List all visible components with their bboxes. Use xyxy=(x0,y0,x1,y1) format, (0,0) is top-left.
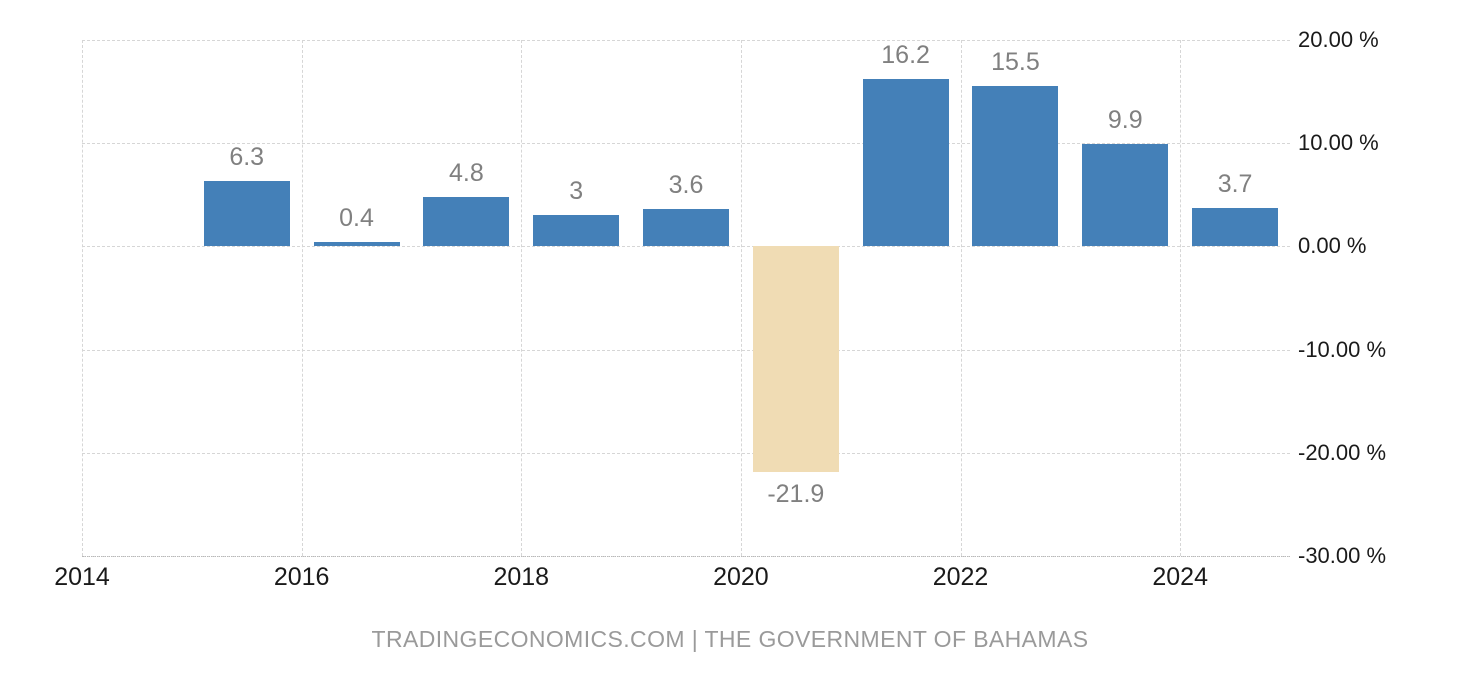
bar-value-label-2015: 6.3 xyxy=(229,143,265,172)
gridline-horizontal xyxy=(82,452,1290,454)
x-axis-tick-label: 2024 xyxy=(1152,563,1208,591)
x-axis-tick-label: 2020 xyxy=(713,563,769,591)
bar-value-label-2022: 15.5 xyxy=(991,48,1040,77)
x-axis-line xyxy=(82,556,1290,557)
gridline-horizontal xyxy=(82,40,1290,41)
gridline-horizontal xyxy=(82,246,1290,248)
y-axis-tick-label: 20.00 % xyxy=(1298,27,1379,52)
bar-2023[interactable] xyxy=(1082,144,1169,247)
bar-2016[interactable] xyxy=(313,242,400,247)
bar-value-label-2017: 4.8 xyxy=(448,158,484,187)
gridline-vertical xyxy=(301,40,303,556)
gridline-vertical xyxy=(740,40,742,556)
bar-value-label-2024: 3.7 xyxy=(1217,170,1253,199)
gridline-horizontal xyxy=(82,143,1290,145)
bar-2021[interactable] xyxy=(862,79,949,247)
y-axis-tick-label: -10.00 % xyxy=(1298,336,1387,362)
bar-2020[interactable] xyxy=(752,246,839,473)
gridline-vertical xyxy=(521,40,523,556)
bar-value-label-2021: 16.2 xyxy=(881,41,930,70)
x-axis-tick-label: 2014 xyxy=(54,563,110,591)
x-axis-tick-label: 2018 xyxy=(493,563,550,591)
bar-2019[interactable] xyxy=(643,209,729,247)
x-axis-tick-label: 2022 xyxy=(932,563,989,591)
bar-2022[interactable] xyxy=(972,86,1059,247)
bar-2018[interactable] xyxy=(533,215,620,247)
gridline-vertical xyxy=(960,40,962,556)
y-axis-tick-label: -30.00 % xyxy=(1298,543,1387,568)
chart-footer-source: TRADINGECONOMICS.COM | THE GOVERNMENT OF… xyxy=(371,626,1089,652)
bar-value-label-2016: 0.4 xyxy=(339,204,374,233)
gridline-vertical xyxy=(82,40,83,556)
bar-2024[interactable] xyxy=(1192,208,1279,247)
bar-value-label-2020: -21.9 xyxy=(767,480,825,509)
y-axis-tick-label: -20.00 % xyxy=(1298,439,1387,465)
bar-value-label-2019: 3.6 xyxy=(668,171,704,200)
bar-value-label-2018: 3 xyxy=(569,177,584,206)
y-axis-tick-label: 10.00 % xyxy=(1298,130,1379,156)
x-axis-tick-label: 2016 xyxy=(273,563,330,591)
y-axis-tick-label: 0.00 % xyxy=(1298,233,1367,259)
bar-2017[interactable] xyxy=(423,196,510,247)
gridline-horizontal xyxy=(82,349,1290,351)
bar-value-label-2023: 9.9 xyxy=(1107,106,1143,135)
gridline-vertical xyxy=(1180,40,1182,556)
bar-2015[interactable] xyxy=(203,181,290,247)
